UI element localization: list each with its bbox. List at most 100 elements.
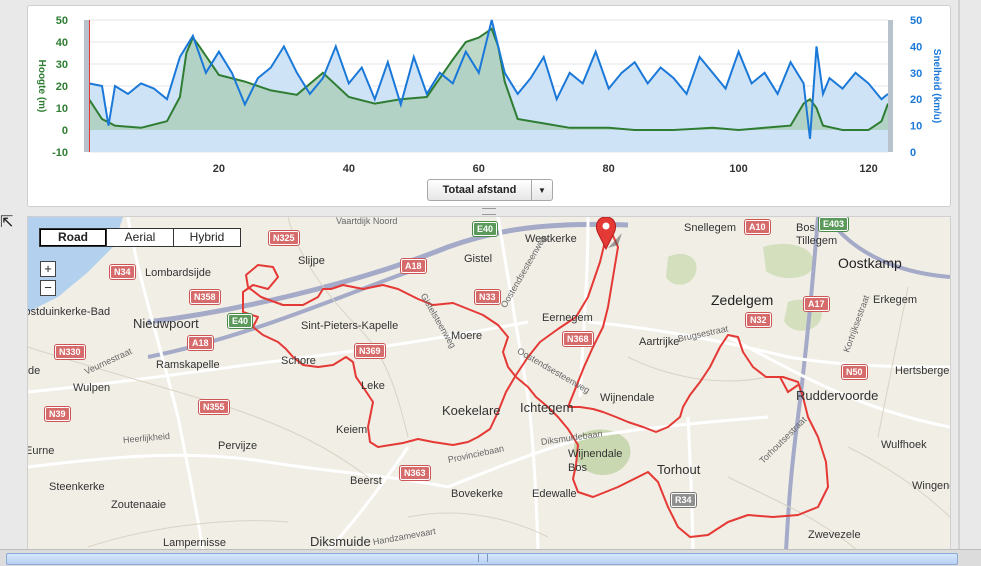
y2-axis-tick-label: 0 bbox=[910, 147, 916, 159]
map-type-road[interactable]: Road bbox=[40, 229, 106, 246]
y-axis-tick-label: 20 bbox=[56, 81, 68, 93]
elevation-series-area bbox=[89, 28, 888, 130]
place-label: Koekelare bbox=[442, 403, 501, 418]
scrollbar-grip-icon bbox=[478, 554, 488, 562]
y2-axis-tick-label: 20 bbox=[910, 94, 922, 106]
place-label: Lampernisse bbox=[163, 537, 226, 549]
left-axis-label: Hoogte (m) bbox=[36, 60, 47, 113]
place-label: Keiem bbox=[336, 424, 368, 436]
window-edge bbox=[958, 0, 960, 549]
place-label: Schore bbox=[281, 355, 316, 367]
place-label: Edewalle bbox=[532, 488, 577, 500]
place-label: de bbox=[28, 365, 41, 377]
x-axis-tick-label: 40 bbox=[343, 163, 355, 175]
place-label: Wulpen bbox=[73, 382, 111, 394]
right-axis-ticks: 50 40 30 20 10 0 bbox=[910, 15, 922, 159]
forest-area bbox=[763, 243, 814, 279]
place-label: Slijpe bbox=[298, 255, 325, 267]
place-label: Eernegem bbox=[542, 312, 593, 324]
route-line bbox=[567, 228, 620, 408]
road-shield: N32 bbox=[746, 313, 771, 327]
left-axis-bar bbox=[84, 20, 89, 152]
main-roads bbox=[28, 217, 950, 551]
place-label: Nieuwpoort bbox=[133, 316, 199, 331]
place-label: Snellegem bbox=[684, 222, 736, 234]
y-axis-tick-label: -10 bbox=[52, 147, 68, 159]
map-type-aerial[interactable]: Aerial bbox=[106, 229, 173, 246]
route-start-pin-icon[interactable] bbox=[594, 216, 624, 251]
y2-axis-tick-label: 40 bbox=[910, 41, 922, 53]
x-axis-tick-label: 100 bbox=[729, 163, 747, 175]
road-shield: N39 bbox=[45, 407, 70, 421]
highway-a17 bbox=[784, 217, 820, 551]
place-label: Wijnendale bbox=[600, 392, 655, 404]
x-axis-mode-dropdown[interactable]: Totaal afstand ▼ bbox=[427, 179, 553, 201]
highway-e40 bbox=[147, 221, 629, 325]
road-shield: N50 bbox=[842, 365, 867, 379]
place-label: Ichtegem bbox=[520, 400, 574, 415]
forest-area bbox=[573, 429, 631, 475]
road-shield: N355 bbox=[199, 400, 229, 414]
place-label: Zwevezele bbox=[808, 529, 861, 541]
place-label: Eurne bbox=[27, 445, 55, 457]
x-axis-tick-label: 120 bbox=[859, 163, 877, 175]
x-axis-tick-label: 60 bbox=[473, 163, 485, 175]
place-label: Diksmuide bbox=[310, 534, 371, 549]
y2-axis-tick-label: 50 bbox=[910, 15, 922, 27]
place-label: Vaartdijk Noord bbox=[336, 216, 398, 226]
road-shield: N368 bbox=[563, 332, 593, 346]
map-type-hybrid[interactable]: Hybrid bbox=[173, 229, 240, 246]
road-shield: E40 bbox=[228, 314, 253, 328]
y2-axis-tick-label: 30 bbox=[910, 68, 922, 80]
chevron-down-icon[interactable]: ▼ bbox=[531, 180, 552, 200]
place-label: Erkegem bbox=[873, 294, 918, 306]
road-shield: N363 bbox=[400, 466, 430, 480]
place-label: Oostduinkerke-Bad bbox=[28, 306, 111, 318]
road-shield: E403 bbox=[819, 217, 849, 231]
road-shield: N369 bbox=[355, 344, 385, 358]
road-shield: A10 bbox=[745, 220, 770, 234]
road-shield: N330 bbox=[55, 345, 85, 359]
y-axis-tick-label: 0 bbox=[62, 125, 68, 137]
route-line bbox=[242, 228, 829, 538]
road-shield: A17 bbox=[804, 297, 829, 311]
mouse-cursor-icon: ⇱ bbox=[0, 214, 14, 231]
map-canvas[interactable] bbox=[28, 217, 950, 551]
panel-splitter-handle[interactable] bbox=[482, 208, 496, 215]
x-axis-mode-label: Totaal afstand bbox=[442, 184, 517, 196]
right-axis-label: Snelheid (km/u) bbox=[931, 49, 942, 123]
place-label: Sint-Pieters-Kapelle bbox=[301, 320, 399, 332]
road-shield: N33 bbox=[475, 290, 500, 304]
elevation-speed-chart-panel: 50 40 30 20 10 0 -10 50 40 30 20 10 0 20 40 60 80 100 12… bbox=[27, 5, 951, 207]
road-shield: N325 bbox=[269, 231, 299, 245]
place-label: Ramskapelle bbox=[156, 359, 220, 371]
place-label: Lombardsijde bbox=[145, 267, 212, 279]
road-shield: A18 bbox=[188, 336, 213, 350]
place-label: Aartrijke bbox=[639, 336, 680, 348]
place-label: Wulfhoek bbox=[881, 439, 927, 451]
place-label: Torhout bbox=[657, 462, 701, 477]
x-axis-tick-label: 20 bbox=[213, 163, 225, 175]
forest-area bbox=[666, 253, 697, 285]
y-axis-tick-label: 40 bbox=[56, 37, 68, 49]
place-label: Zoutenaaie bbox=[111, 499, 167, 511]
road-shield: R34 bbox=[671, 493, 696, 507]
x-axis-tick-label: 80 bbox=[603, 163, 615, 175]
place-label: Zedelgem bbox=[711, 292, 774, 308]
zoom-out-button[interactable]: − bbox=[40, 280, 56, 296]
place-label: Leke bbox=[361, 380, 385, 392]
x-axis-ticks: 20 40 60 80 100 120 bbox=[213, 163, 878, 175]
right-axis-bar bbox=[888, 20, 893, 152]
road-shield: A18 bbox=[401, 259, 426, 273]
zoom-in-button[interactable]: + bbox=[40, 261, 56, 277]
y-axis-tick-label: 10 bbox=[56, 103, 68, 115]
map-type-selector[interactable]: Road Aerial Hybrid bbox=[39, 228, 241, 247]
horizontal-scrollbar[interactable] bbox=[0, 549, 981, 566]
y-axis-tick-label: 50 bbox=[56, 15, 68, 27]
y-axis-tick-label: 30 bbox=[56, 59, 68, 71]
speed-series-line bbox=[88, 19, 889, 139]
place-label: Hertsberge bbox=[895, 365, 950, 377]
left-axis-ticks: 50 40 30 20 10 0 -10 bbox=[52, 15, 68, 159]
route-map[interactable]: Road Aerial Hybrid + − Oostkamp Zedelgem… bbox=[27, 216, 951, 552]
place-label: Pervijze bbox=[218, 440, 258, 452]
